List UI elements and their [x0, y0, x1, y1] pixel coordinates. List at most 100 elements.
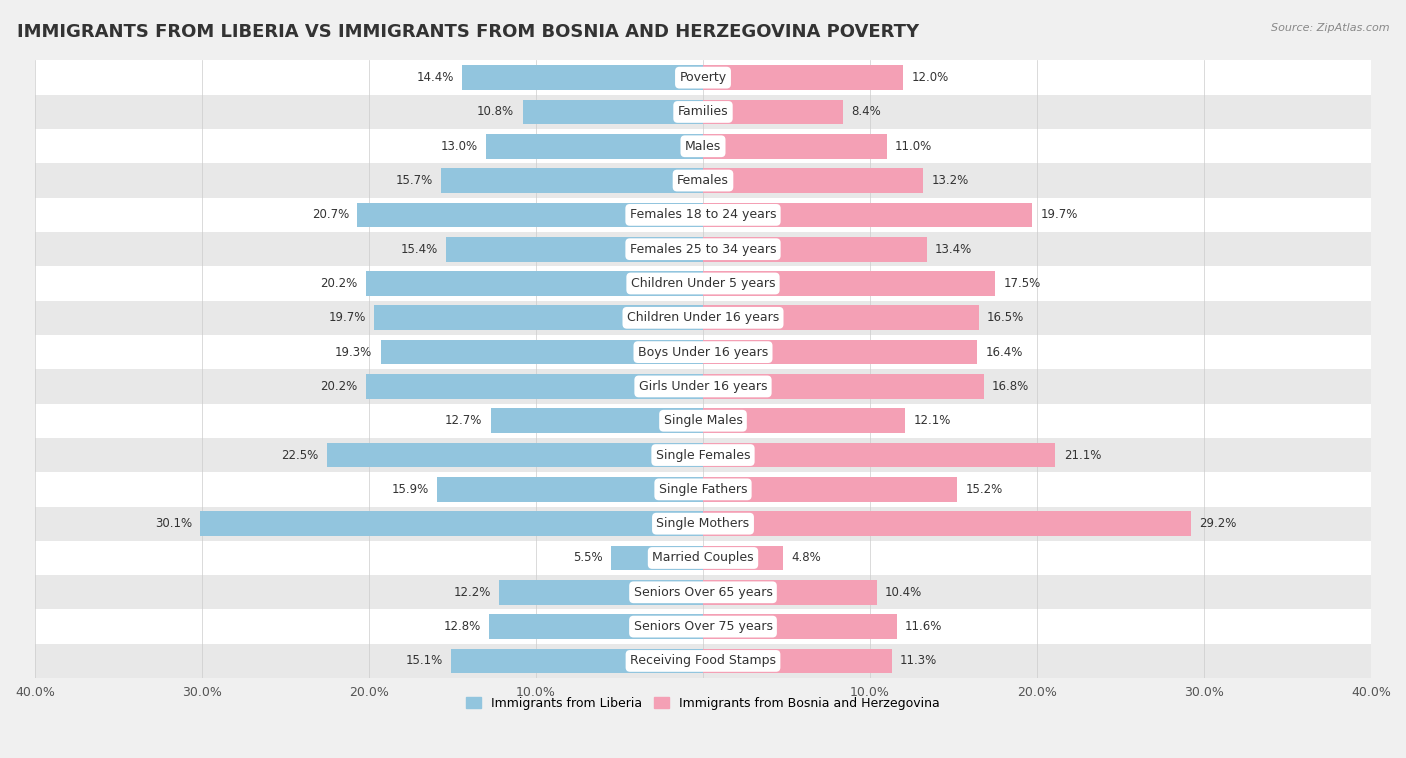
- Text: 4.8%: 4.8%: [792, 552, 821, 565]
- Text: 10.8%: 10.8%: [477, 105, 515, 118]
- Bar: [703, 65, 904, 90]
- Bar: [366, 271, 703, 296]
- Text: 16.5%: 16.5%: [987, 312, 1024, 324]
- Bar: [35, 609, 1371, 644]
- Text: 16.4%: 16.4%: [986, 346, 1022, 359]
- Text: 12.2%: 12.2%: [454, 586, 491, 599]
- Bar: [35, 438, 1371, 472]
- Text: 20.2%: 20.2%: [321, 380, 357, 393]
- Text: Poverty: Poverty: [679, 71, 727, 84]
- Text: 20.7%: 20.7%: [312, 208, 349, 221]
- Bar: [703, 409, 905, 433]
- Text: 15.4%: 15.4%: [401, 243, 437, 255]
- Text: 15.7%: 15.7%: [395, 174, 433, 187]
- Bar: [35, 335, 1371, 369]
- Bar: [703, 546, 783, 570]
- Bar: [703, 271, 995, 296]
- Text: Single Females: Single Females: [655, 449, 751, 462]
- Text: 16.8%: 16.8%: [993, 380, 1029, 393]
- Text: 12.8%: 12.8%: [444, 620, 481, 633]
- Bar: [437, 477, 703, 502]
- Legend: Immigrants from Liberia, Immigrants from Bosnia and Herzegovina: Immigrants from Liberia, Immigrants from…: [461, 692, 945, 715]
- Text: 8.4%: 8.4%: [852, 105, 882, 118]
- Text: 29.2%: 29.2%: [1199, 517, 1236, 530]
- Bar: [491, 409, 703, 433]
- Text: 15.2%: 15.2%: [965, 483, 1002, 496]
- Bar: [374, 305, 703, 330]
- Text: 19.3%: 19.3%: [335, 346, 373, 359]
- Bar: [703, 649, 891, 673]
- Text: 5.5%: 5.5%: [574, 552, 603, 565]
- Text: 12.1%: 12.1%: [914, 414, 950, 428]
- Text: 12.7%: 12.7%: [446, 414, 482, 428]
- Text: Source: ZipAtlas.com: Source: ZipAtlas.com: [1271, 23, 1389, 33]
- Bar: [35, 232, 1371, 266]
- Bar: [328, 443, 703, 468]
- Text: 13.4%: 13.4%: [935, 243, 973, 255]
- Bar: [703, 614, 897, 639]
- Bar: [35, 472, 1371, 506]
- Text: Females 18 to 24 years: Females 18 to 24 years: [630, 208, 776, 221]
- Text: 20.2%: 20.2%: [321, 277, 357, 290]
- Bar: [499, 580, 703, 605]
- Bar: [612, 546, 703, 570]
- Bar: [703, 580, 877, 605]
- Text: Married Couples: Married Couples: [652, 552, 754, 565]
- Text: Females 25 to 34 years: Females 25 to 34 years: [630, 243, 776, 255]
- Bar: [381, 340, 703, 365]
- Text: 11.6%: 11.6%: [905, 620, 942, 633]
- Text: 30.1%: 30.1%: [155, 517, 193, 530]
- Bar: [35, 266, 1371, 301]
- Bar: [703, 168, 924, 193]
- Bar: [703, 236, 927, 262]
- Bar: [35, 540, 1371, 575]
- Bar: [703, 99, 844, 124]
- Text: IMMIGRANTS FROM LIBERIA VS IMMIGRANTS FROM BOSNIA AND HERZEGOVINA POVERTY: IMMIGRANTS FROM LIBERIA VS IMMIGRANTS FR…: [17, 23, 920, 41]
- Text: Children Under 5 years: Children Under 5 years: [631, 277, 775, 290]
- Text: 15.1%: 15.1%: [405, 654, 443, 667]
- Bar: [35, 403, 1371, 438]
- Bar: [35, 506, 1371, 540]
- Text: 13.2%: 13.2%: [932, 174, 969, 187]
- Text: Girls Under 16 years: Girls Under 16 years: [638, 380, 768, 393]
- Text: 14.4%: 14.4%: [416, 71, 454, 84]
- Bar: [357, 202, 703, 227]
- Text: Single Fathers: Single Fathers: [659, 483, 747, 496]
- Bar: [703, 134, 887, 158]
- Text: Seniors Over 65 years: Seniors Over 65 years: [634, 586, 772, 599]
- Text: 19.7%: 19.7%: [1040, 208, 1078, 221]
- Text: 12.0%: 12.0%: [911, 71, 949, 84]
- Text: Single Mothers: Single Mothers: [657, 517, 749, 530]
- Text: Boys Under 16 years: Boys Under 16 years: [638, 346, 768, 359]
- Text: Males: Males: [685, 139, 721, 153]
- Bar: [486, 134, 703, 158]
- Bar: [463, 65, 703, 90]
- Text: Children Under 16 years: Children Under 16 years: [627, 312, 779, 324]
- Text: 19.7%: 19.7%: [328, 312, 366, 324]
- Bar: [35, 198, 1371, 232]
- Text: 11.3%: 11.3%: [900, 654, 938, 667]
- Bar: [446, 236, 703, 262]
- Bar: [35, 369, 1371, 403]
- Text: 13.0%: 13.0%: [440, 139, 478, 153]
- Text: 17.5%: 17.5%: [1004, 277, 1040, 290]
- Bar: [35, 644, 1371, 678]
- Bar: [441, 168, 703, 193]
- Text: 15.9%: 15.9%: [392, 483, 429, 496]
- Bar: [703, 340, 977, 365]
- Bar: [703, 374, 984, 399]
- Bar: [703, 443, 1056, 468]
- Bar: [35, 129, 1371, 164]
- Bar: [523, 99, 703, 124]
- Bar: [35, 575, 1371, 609]
- Bar: [200, 512, 703, 536]
- Bar: [703, 202, 1032, 227]
- Bar: [35, 164, 1371, 198]
- Bar: [703, 477, 957, 502]
- Text: Seniors Over 75 years: Seniors Over 75 years: [634, 620, 772, 633]
- Text: 11.0%: 11.0%: [896, 139, 932, 153]
- Text: Families: Families: [678, 105, 728, 118]
- Text: 21.1%: 21.1%: [1064, 449, 1101, 462]
- Bar: [35, 301, 1371, 335]
- Bar: [703, 305, 979, 330]
